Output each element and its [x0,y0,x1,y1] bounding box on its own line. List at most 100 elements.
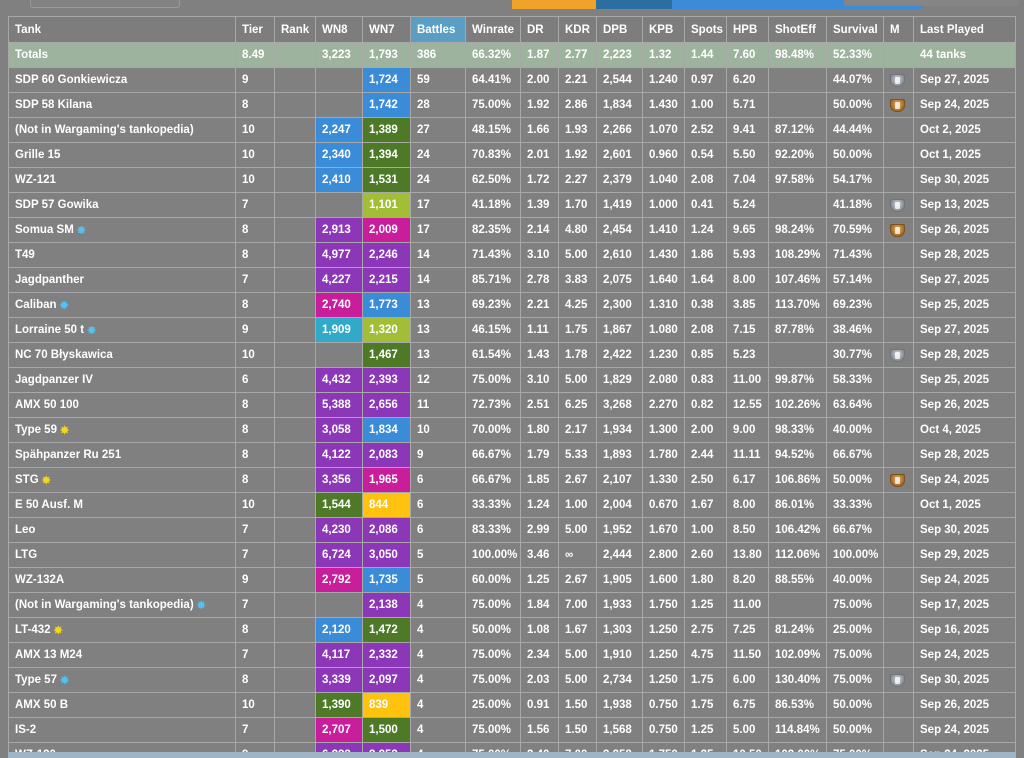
cell-spots: 1.25 [684,717,727,743]
table-row[interactable]: Spähpanzer Ru 251 8 4,122 2,083 9 66.67% 1.79 5… [8,442,1016,468]
cell-dpb: 2,601 [596,142,643,168]
cell-tier: 7 [235,542,275,568]
column-header-spots[interactable]: Spots [684,16,727,43]
tab-blue-2[interactable] [778,0,830,9]
cell-dr: 2.03 [520,667,559,693]
table-row[interactable]: NC 70 Błyskawica 10 1,467 13 61.54% 1.43 1.78 2… [8,342,1016,368]
table-row[interactable]: Type 59 ✸ 8 3,058 1,834 10 70.00% 1.80 2.17 1,934… [8,417,1016,443]
column-header-wn7[interactable]: WN7 [362,16,411,43]
table-row[interactable]: Jagdpanther 7 4,227 2,215 14 85.71% 2.78 3.83 2,… [8,267,1016,293]
tab-blue-1[interactable] [672,0,778,9]
cell-battles: 17 [410,192,466,218]
cell-hpb: 7.25 [726,617,769,643]
cell-kpb: 2.080 [642,367,685,393]
table-row[interactable]: SDP 60 Gonkiewicza 9 1,724 59 64.41% 2.00 2.21… [8,67,1016,93]
table-row[interactable]: AMX 50 B 10 1,390 839 4 25.00% 0.91 1.50 1,938 0.… [8,692,1016,718]
column-header-tank[interactable]: Tank [8,16,236,43]
column-header-winrate[interactable]: Winrate [465,16,521,43]
cell-tier: 8 [235,92,275,118]
cell-wn8: 4,122 [315,442,363,468]
table-row[interactable]: (Not in Wargaming's tankopedia) ✸ 7 2,138 4 7… [8,592,1016,618]
column-header-wn8[interactable]: WN8 [315,16,363,43]
cell-kpb: 1.430 [642,242,685,268]
cell-wn8: 3,223 [315,42,363,68]
cell-spots: 0.41 [684,192,727,218]
column-header-dr[interactable]: DR [520,16,559,43]
cell-winrate: 60.00% [465,567,521,593]
table-row[interactable]: T49 8 4,977 2,246 14 71.43% 3.10 5.00 2,610 1.430… [8,242,1016,268]
cell-dr: 1.92 [520,92,559,118]
table-row[interactable]: AMX 13 M24 7 4,117 2,332 4 75.00% 2.34 5.00 1,91… [8,642,1016,668]
cell-last: Sep 28, 2025 [913,342,1016,368]
horizontal-scrollbar[interactable] [8,752,1016,758]
cell-dpb: 1,867 [596,317,643,343]
column-header-dpb[interactable]: DPB [596,16,643,43]
cell-tank-name: Type 57 ✸ [8,667,236,693]
table-row[interactable]: LTG 7 6,724 3,050 5 100.00% 3.46 ∞ 2,444 2.800 2.6… [8,542,1016,568]
cell-tier: 10 [235,167,275,193]
table-row[interactable]: WZ-132A 9 2,792 1,735 5 60.00% 1.25 2.67 1,905 1.… [8,567,1016,593]
cell-tier: 7 [235,267,275,293]
column-header-kdr[interactable]: KDR [558,16,597,43]
column-header-hpb[interactable]: HPB [726,16,769,43]
cell-rank [274,192,316,218]
cell-dpb: 1,910 [596,642,643,668]
totals-row[interactable]: Totals 8.49 3,223 1,793 386 66.32% 1.87 2.77 2,2… [8,42,1016,68]
tab-dark-blue[interactable] [596,0,672,9]
tank-stats-table-container[interactable]: Tank Tier Rank WN8 WN7 Battles Winrate DR KDR DPB… [8,16,1016,758]
cell-hpb: 5.00 [726,717,769,743]
cell-dr: 1.43 [520,342,559,368]
cell-hpb: 9.00 [726,417,769,443]
column-header-kpb[interactable]: KPB [642,16,685,43]
cell-mastery-badge [883,192,914,218]
premium-star-icon: ✸ [59,424,70,437]
cell-wn7: 3,050 [362,542,411,568]
cell-spots: 1.80 [684,567,727,593]
table-row[interactable]: (Not in Wargaming's tankopedia) 10 2,247 1,… [8,117,1016,143]
cell-battles: 5 [410,567,466,593]
column-header-survival[interactable]: Survival [826,16,884,43]
table-row[interactable]: SDP 57 Gowika 7 1,101 17 41.18% 1.39 1.70 1,419… [8,192,1016,218]
cell-tank-name: Spähpanzer Ru 251 [8,442,236,468]
table-row[interactable]: Jagdpanzer IV 6 4,432 2,393 12 75.00% 3.10 5.00… [8,367,1016,393]
table-row[interactable]: E 50 Ausf. M 10 1,544 844 6 33.33% 1.24 1.00 2,0… [8,492,1016,518]
table-row[interactable]: STG ✸ 8 3,356 1,965 6 66.67% 1.85 2.67 2,107 1.330… [8,467,1016,493]
tank-name-label: AMX 50 100 [15,399,79,411]
table-row[interactable]: Leo 7 4,230 2,086 6 83.33% 2.99 5.00 1,952 1.670 1… [8,517,1016,543]
cutoff-toolbar-button[interactable] [30,0,180,8]
table-row[interactable]: Lorraine 50 t ✸ 9 1,909 1,320 13 46.15% 1.11 1.7… [8,317,1016,343]
cell-rank [274,67,316,93]
table-row[interactable]: Caliban ✸ 8 2,740 1,773 13 69.23% 2.21 4.25 2,300… [8,292,1016,318]
column-header-tier[interactable]: Tier [235,16,275,43]
tank-name-label: LTG [15,549,38,561]
table-row[interactable]: Somua SM ✸ 8 2,913 2,009 17 82.35% 2.14 4.80 2,45… [8,217,1016,243]
tank-name-label: E 50 Ausf. M [15,499,83,511]
column-header-battles[interactable]: Battles [410,16,466,43]
table-row[interactable]: Grille 15 10 2,340 1,394 24 70.83% 2.01 1.92 2,6… [8,142,1016,168]
column-header-m[interactable]: M [883,16,914,43]
table-row[interactable]: IS-2 7 2,707 1,500 4 75.00% 1.56 1.50 1,568 0.750… [8,717,1016,743]
cell-winrate: 82.35% [465,217,521,243]
column-header-rank[interactable]: Rank [274,16,316,43]
cell-spots: 1.24 [684,217,727,243]
table-row[interactable]: Type 57 ✸ 8 3,339 2,097 4 75.00% 2.03 5.00 2,734 1… [8,667,1016,693]
cell-spots: 4.75 [684,642,727,668]
tab-orange[interactable] [512,0,596,9]
tank-name-label: Jagdpanther [15,274,85,286]
table-row[interactable]: LT-432 ✸ 8 2,120 1,472 4 50.00% 1.08 1.67 1,303 1.… [8,617,1016,643]
cell-tank-name: SDP 58 Kilana [8,92,236,118]
tank-name-label: Totals [15,49,49,61]
cell-survival: 25.00% [826,617,884,643]
cell-dr: 1.87 [520,42,559,68]
table-row[interactable]: AMX 50 100 8 5,388 2,656 11 72.73% 2.51 6.25 3,2… [8,392,1016,418]
cell-tank-name: Lorraine 50 t ✸ [8,317,236,343]
column-header-last[interactable]: Last Played [913,16,1016,43]
cell-winrate: 70.83% [465,142,521,168]
cell-tank-name: Jagdpanzer IV [8,367,236,393]
cell-survival: 63.64% [826,392,884,418]
cell-last: Sep 26, 2025 [913,392,1016,418]
table-row[interactable]: WZ-121 10 2,410 1,531 24 62.50% 1.72 2.27 2,379 1… [8,167,1016,193]
cell-winrate: 50.00% [465,617,521,643]
table-row[interactable]: SDP 58 Kilana 8 1,742 28 75.00% 1.92 2.86 1,834… [8,92,1016,118]
column-header-shoteff[interactable]: ShotEff [768,16,827,43]
